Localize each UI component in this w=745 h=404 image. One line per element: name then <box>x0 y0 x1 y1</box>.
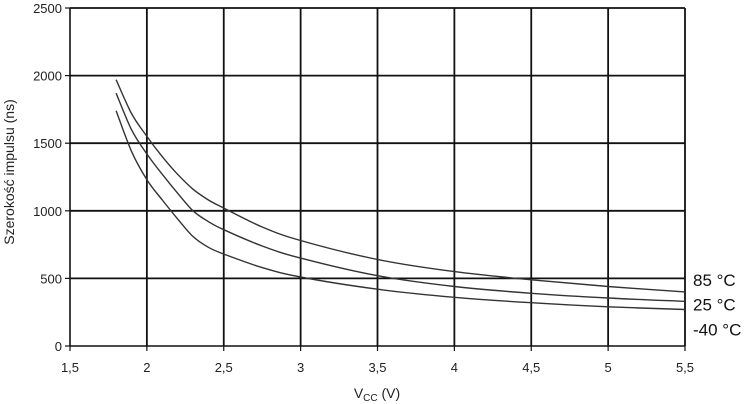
series-line <box>115 79 686 293</box>
y-tick-label: 1000 <box>33 204 62 219</box>
x-tick-label: 1,5 <box>61 360 79 375</box>
series-line <box>115 110 686 311</box>
x-axis-title-unit: (V) <box>378 385 401 401</box>
y-axis-title: Szerokość impulsu (ns) <box>1 99 17 245</box>
x-tick-label: 3 <box>297 360 304 375</box>
y-tick-label: 2000 <box>33 69 62 84</box>
series-label: -40 °C <box>693 320 741 339</box>
y-tick-label: 1500 <box>33 136 62 151</box>
x-tick-label: 4 <box>451 360 458 375</box>
axes <box>69 8 685 347</box>
y-tick-label: 0 <box>55 339 62 354</box>
x-axis-title-sub: CC <box>363 393 377 404</box>
x-tick-label: 5 <box>605 360 612 375</box>
y-tick-label: 2500 <box>33 1 62 16</box>
y-tick-labels: 0 500 1000 1500 2000 2500 <box>33 1 62 354</box>
x-tick-labels: 1,5 2 2,5 3 3,5 4 4,5 5 5,5 <box>61 360 694 375</box>
x-tick-label: 2 <box>143 360 150 375</box>
grid <box>65 7 686 351</box>
series-lines <box>115 79 686 311</box>
series-line <box>115 92 686 303</box>
series-label: 25 °C <box>693 295 736 314</box>
x-axis-title-main: V <box>354 385 364 401</box>
x-tick-label: 3,5 <box>368 360 386 375</box>
series-labels: 85 °C 25 °C -40 °C <box>693 271 741 340</box>
x-tick-label: 2,5 <box>215 360 233 375</box>
x-tick-label: 4,5 <box>522 360 540 375</box>
series-label: 85 °C <box>693 271 736 290</box>
y-tick-label: 500 <box>40 271 62 286</box>
x-tick-label: 5,5 <box>676 360 694 375</box>
x-axis-title: VCC (V) <box>354 385 400 404</box>
